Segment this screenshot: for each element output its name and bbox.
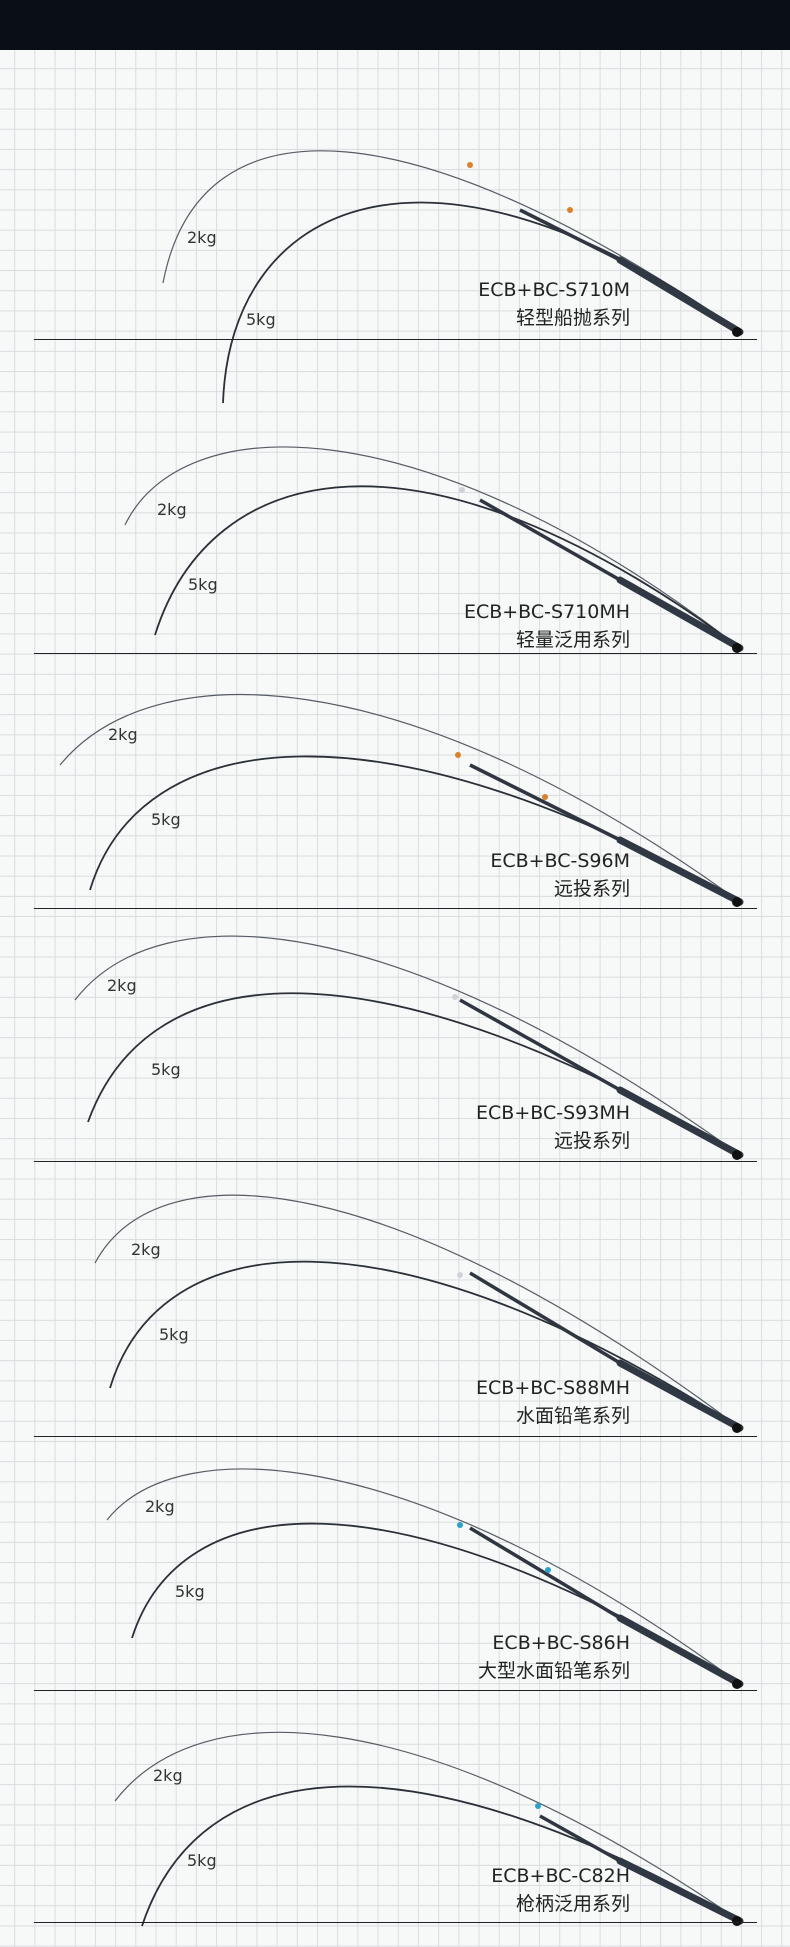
rod-bend-curves [74,935,744,1160]
baseline-divider [34,1922,757,1923]
rod-model-name: ECB+BC-S710M [478,279,630,301]
load-label-heavy: 5kg [151,1060,181,1079]
rod-series-name: 大型水面铅笔系列 [477,1660,630,1682]
rod-model-name: ECB+BC-S88MH [476,1377,630,1399]
rod-bend-curves [106,1468,744,1689]
rod-series-name: 水面铅笔系列 [515,1405,630,1427]
baseline-divider [34,908,757,909]
load-label-heavy: 5kg [159,1325,189,1344]
load-label-light: 2kg [108,725,138,744]
rod-bend-curves [114,1731,744,1927]
rod-model-name: ECB+BC-C82H [491,1865,630,1887]
rod-panel-2: 2kg 5kg ECB+BC-S710MH 轻量泛用系列 [0,340,790,655]
rod-bend-curves [94,1194,744,1433]
load-label-heavy: 5kg [246,310,276,329]
load-label-light: 2kg [187,228,217,247]
rod-model-name: ECB+BC-S96M [490,850,630,872]
rod-series-name: 轻量泛用系列 [515,629,630,651]
rod-model-name: ECB+BC-S710MH [463,601,630,623]
rod-model-name: ECB+BC-S93MH [476,1102,630,1124]
load-label-heavy: 5kg [187,1851,217,1870]
rod-bend-curves [162,150,744,404]
baseline-divider [34,339,757,340]
rod-panel-7: 2kg 5kg ECB+BC-C82H 枪柄泛用系列 [0,1691,790,1947]
load-label-heavy: 5kg [151,810,181,829]
rod-bend-curves [59,694,744,907]
load-label-heavy: 5kg [175,1582,205,1601]
rod-series-name: 远投系列 [553,878,630,900]
rod-model-name: ECB+BC-S86H [492,1632,630,1654]
rod-panel-3: 2kg 5kg ECB+BC-S96M 远投系列 [0,655,790,910]
rod-series-name: 枪柄泛用系列 [515,1893,630,1915]
load-label-light: 2kg [157,500,187,519]
load-label-light: 2kg [145,1497,175,1516]
load-label-heavy: 5kg [188,575,218,594]
baseline-divider [34,1436,757,1437]
top-header-bar [0,0,790,50]
rod-bend-curves [124,446,744,653]
rod-panel-1: 2kg 5kg ECB+BC-S710M 轻型船抛系列 [0,50,790,404]
load-label-light: 2kg [153,1766,183,1785]
rod-panel-4: 2kg 5kg ECB+BC-S93MH 远投系列 [0,910,790,1163]
rod-panel-6: 2kg 5kg ECB+BC-S86H 大型水面铅笔系列 [0,1438,790,1691]
load-label-light: 2kg [107,976,137,995]
baseline-divider [34,653,757,654]
load-label-light: 2kg [131,1240,161,1259]
baseline-divider [34,1161,757,1162]
rod-series-name: 轻型船抛系列 [515,307,630,329]
rod-series-name: 远投系列 [553,1130,630,1152]
baseline-divider [34,1690,757,1691]
rod-panel-5: 2kg 5kg ECB+BC-S88MH 水面铅笔系列 [0,1163,790,1438]
